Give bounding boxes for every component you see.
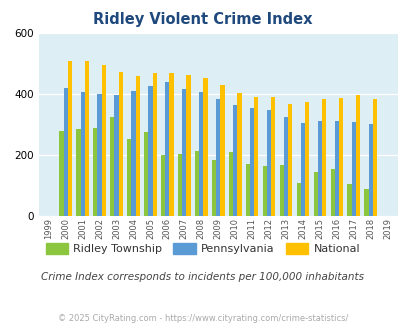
Bar xyxy=(131,91,135,216)
Bar xyxy=(186,75,190,216)
Bar xyxy=(283,117,288,216)
Bar xyxy=(93,128,97,216)
Bar xyxy=(76,129,80,216)
Bar xyxy=(194,151,199,216)
Bar xyxy=(288,104,292,216)
Bar xyxy=(118,72,123,216)
Bar xyxy=(237,93,241,216)
Bar xyxy=(313,173,317,216)
Bar xyxy=(148,86,152,216)
Legend: Ridley Township, Pennsylvania, National: Ridley Township, Pennsylvania, National xyxy=(41,238,364,258)
Bar xyxy=(338,98,342,216)
Bar xyxy=(152,73,156,216)
Bar xyxy=(80,92,85,216)
Bar xyxy=(254,97,258,216)
Bar xyxy=(245,164,249,216)
Bar xyxy=(321,99,326,216)
Text: Ridley Violent Crime Index: Ridley Violent Crime Index xyxy=(93,12,312,26)
Bar xyxy=(364,189,368,216)
Bar xyxy=(59,131,64,216)
Bar xyxy=(203,78,207,216)
Text: Crime Index corresponds to incidents per 100,000 inhabitants: Crime Index corresponds to incidents per… xyxy=(41,272,364,282)
Bar xyxy=(232,105,237,216)
Bar xyxy=(102,65,106,216)
Text: © 2025 CityRating.com - https://www.cityrating.com/crime-statistics/: © 2025 CityRating.com - https://www.city… xyxy=(58,314,347,323)
Bar xyxy=(127,139,131,216)
Bar xyxy=(144,132,148,216)
Bar xyxy=(165,82,169,216)
Bar xyxy=(114,95,118,216)
Bar xyxy=(228,152,232,216)
Bar xyxy=(97,94,102,216)
Bar xyxy=(161,155,165,216)
Bar xyxy=(110,117,114,216)
Bar xyxy=(220,85,224,216)
Bar xyxy=(262,166,266,216)
Bar xyxy=(317,120,321,216)
Bar xyxy=(351,122,355,216)
Bar xyxy=(68,61,72,216)
Bar xyxy=(368,124,372,216)
Bar xyxy=(266,110,271,216)
Bar xyxy=(372,99,376,216)
Bar xyxy=(199,92,203,216)
Bar xyxy=(64,88,68,216)
Bar xyxy=(330,169,334,216)
Bar xyxy=(279,165,283,216)
Bar xyxy=(135,76,139,216)
Bar xyxy=(296,183,300,216)
Bar xyxy=(347,184,351,216)
Bar xyxy=(334,120,338,216)
Bar xyxy=(300,123,304,216)
Bar xyxy=(249,108,254,216)
Bar xyxy=(85,61,89,216)
Bar xyxy=(182,89,186,216)
Bar xyxy=(355,95,359,216)
Bar xyxy=(304,102,309,216)
Bar xyxy=(169,73,173,216)
Bar xyxy=(271,97,275,216)
Bar xyxy=(215,99,220,216)
Bar xyxy=(177,153,182,216)
Bar xyxy=(211,160,215,216)
